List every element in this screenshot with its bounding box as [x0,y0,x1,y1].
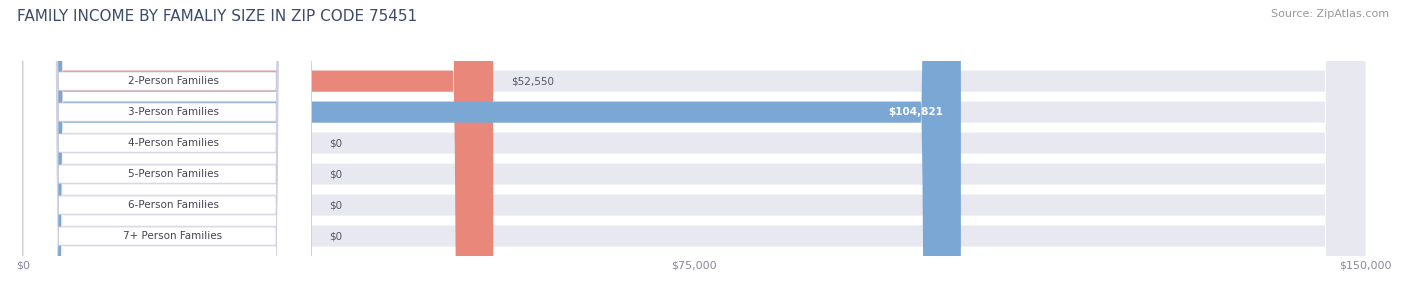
FancyBboxPatch shape [22,0,312,305]
Text: 2-Person Families: 2-Person Families [128,76,218,86]
Text: $104,821: $104,821 [889,107,943,117]
Text: $0: $0 [329,169,343,179]
FancyBboxPatch shape [22,0,312,305]
FancyBboxPatch shape [22,0,1365,305]
FancyBboxPatch shape [22,0,1365,305]
Text: Source: ZipAtlas.com: Source: ZipAtlas.com [1271,9,1389,19]
FancyBboxPatch shape [22,0,1365,305]
Text: 3-Person Families: 3-Person Families [128,107,218,117]
Text: $0: $0 [329,231,343,241]
Text: FAMILY INCOME BY FAMALIY SIZE IN ZIP CODE 75451: FAMILY INCOME BY FAMALIY SIZE IN ZIP COD… [17,9,418,24]
FancyBboxPatch shape [22,0,312,305]
Text: 4-Person Families: 4-Person Families [128,138,218,148]
FancyBboxPatch shape [22,0,494,305]
FancyBboxPatch shape [22,0,1365,305]
FancyBboxPatch shape [22,0,960,305]
FancyBboxPatch shape [22,0,1365,305]
Text: $0: $0 [329,138,343,148]
FancyBboxPatch shape [22,0,312,305]
FancyBboxPatch shape [22,0,312,305]
Text: $0: $0 [329,200,343,210]
FancyBboxPatch shape [22,0,1365,305]
Text: 6-Person Families: 6-Person Families [128,200,218,210]
FancyBboxPatch shape [22,0,312,305]
Text: $52,550: $52,550 [512,76,554,86]
Text: 7+ Person Families: 7+ Person Families [124,231,222,241]
Text: 5-Person Families: 5-Person Families [128,169,218,179]
